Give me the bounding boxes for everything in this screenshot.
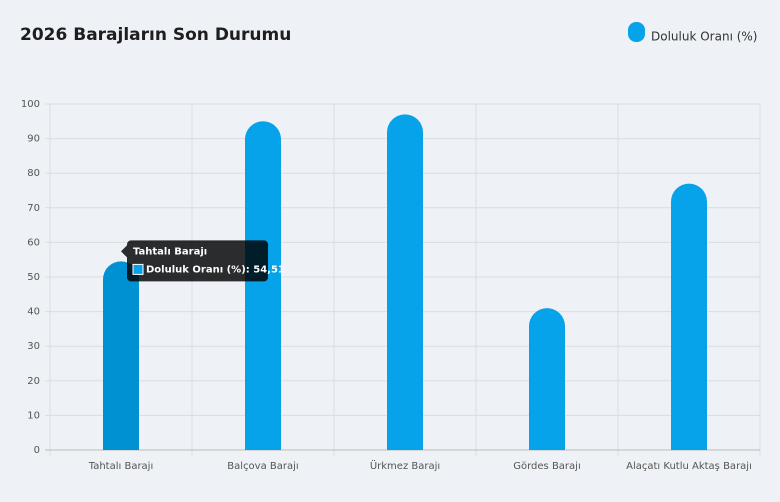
tooltip-value: 54,51 — [253, 264, 285, 275]
tooltip-title: Tahtalı Barajı — [133, 246, 207, 257]
x-tick-label: Balçova Barajı — [227, 461, 298, 472]
tooltip-box — [127, 240, 268, 282]
bar — [245, 121, 281, 451]
y-tick-label: 50 — [27, 272, 40, 283]
y-tick-label: 90 — [27, 134, 40, 145]
y-tick-label: 100 — [21, 99, 40, 110]
tooltip-sep: : — [246, 264, 253, 275]
x-tick-label: Alaçatı Kutlu Aktaş Barajı — [626, 461, 752, 472]
y-tick-label: 80 — [27, 168, 40, 179]
tooltip: Tahtalı Barajı Doluluk Oranı (%): 54,51 — [121, 240, 285, 282]
legend-label: Doluluk Oranı (%) — [651, 30, 757, 44]
bar — [387, 114, 423, 451]
bar — [529, 308, 565, 450]
y-tick-label: 70 — [27, 203, 40, 214]
tooltip-caret — [121, 245, 127, 258]
tooltip-body: Doluluk Oranı (%): 54,51 — [146, 264, 285, 275]
legend-swatch — [628, 22, 645, 42]
tooltip-swatch — [132, 263, 144, 275]
y-tick-label: 30 — [27, 341, 40, 352]
bar — [671, 183, 707, 450]
chart-title: 2026 Barajların Son Durumu — [20, 25, 291, 45]
y-tick-label: 60 — [27, 237, 40, 248]
y-tick-label: 40 — [27, 307, 40, 318]
y-tick-label: 20 — [27, 376, 40, 387]
tooltip-series: Doluluk Oranı (%) — [146, 264, 246, 275]
x-tick-label: Ürkmez Barajı — [370, 459, 440, 472]
y-tick-label: 10 — [27, 410, 40, 421]
bar — [103, 261, 139, 450]
x-tick-label: Gördes Barajı — [513, 461, 580, 472]
y-tick-label: 0 — [34, 445, 40, 456]
x-tick-label: Tahtalı Barajı — [88, 461, 154, 472]
